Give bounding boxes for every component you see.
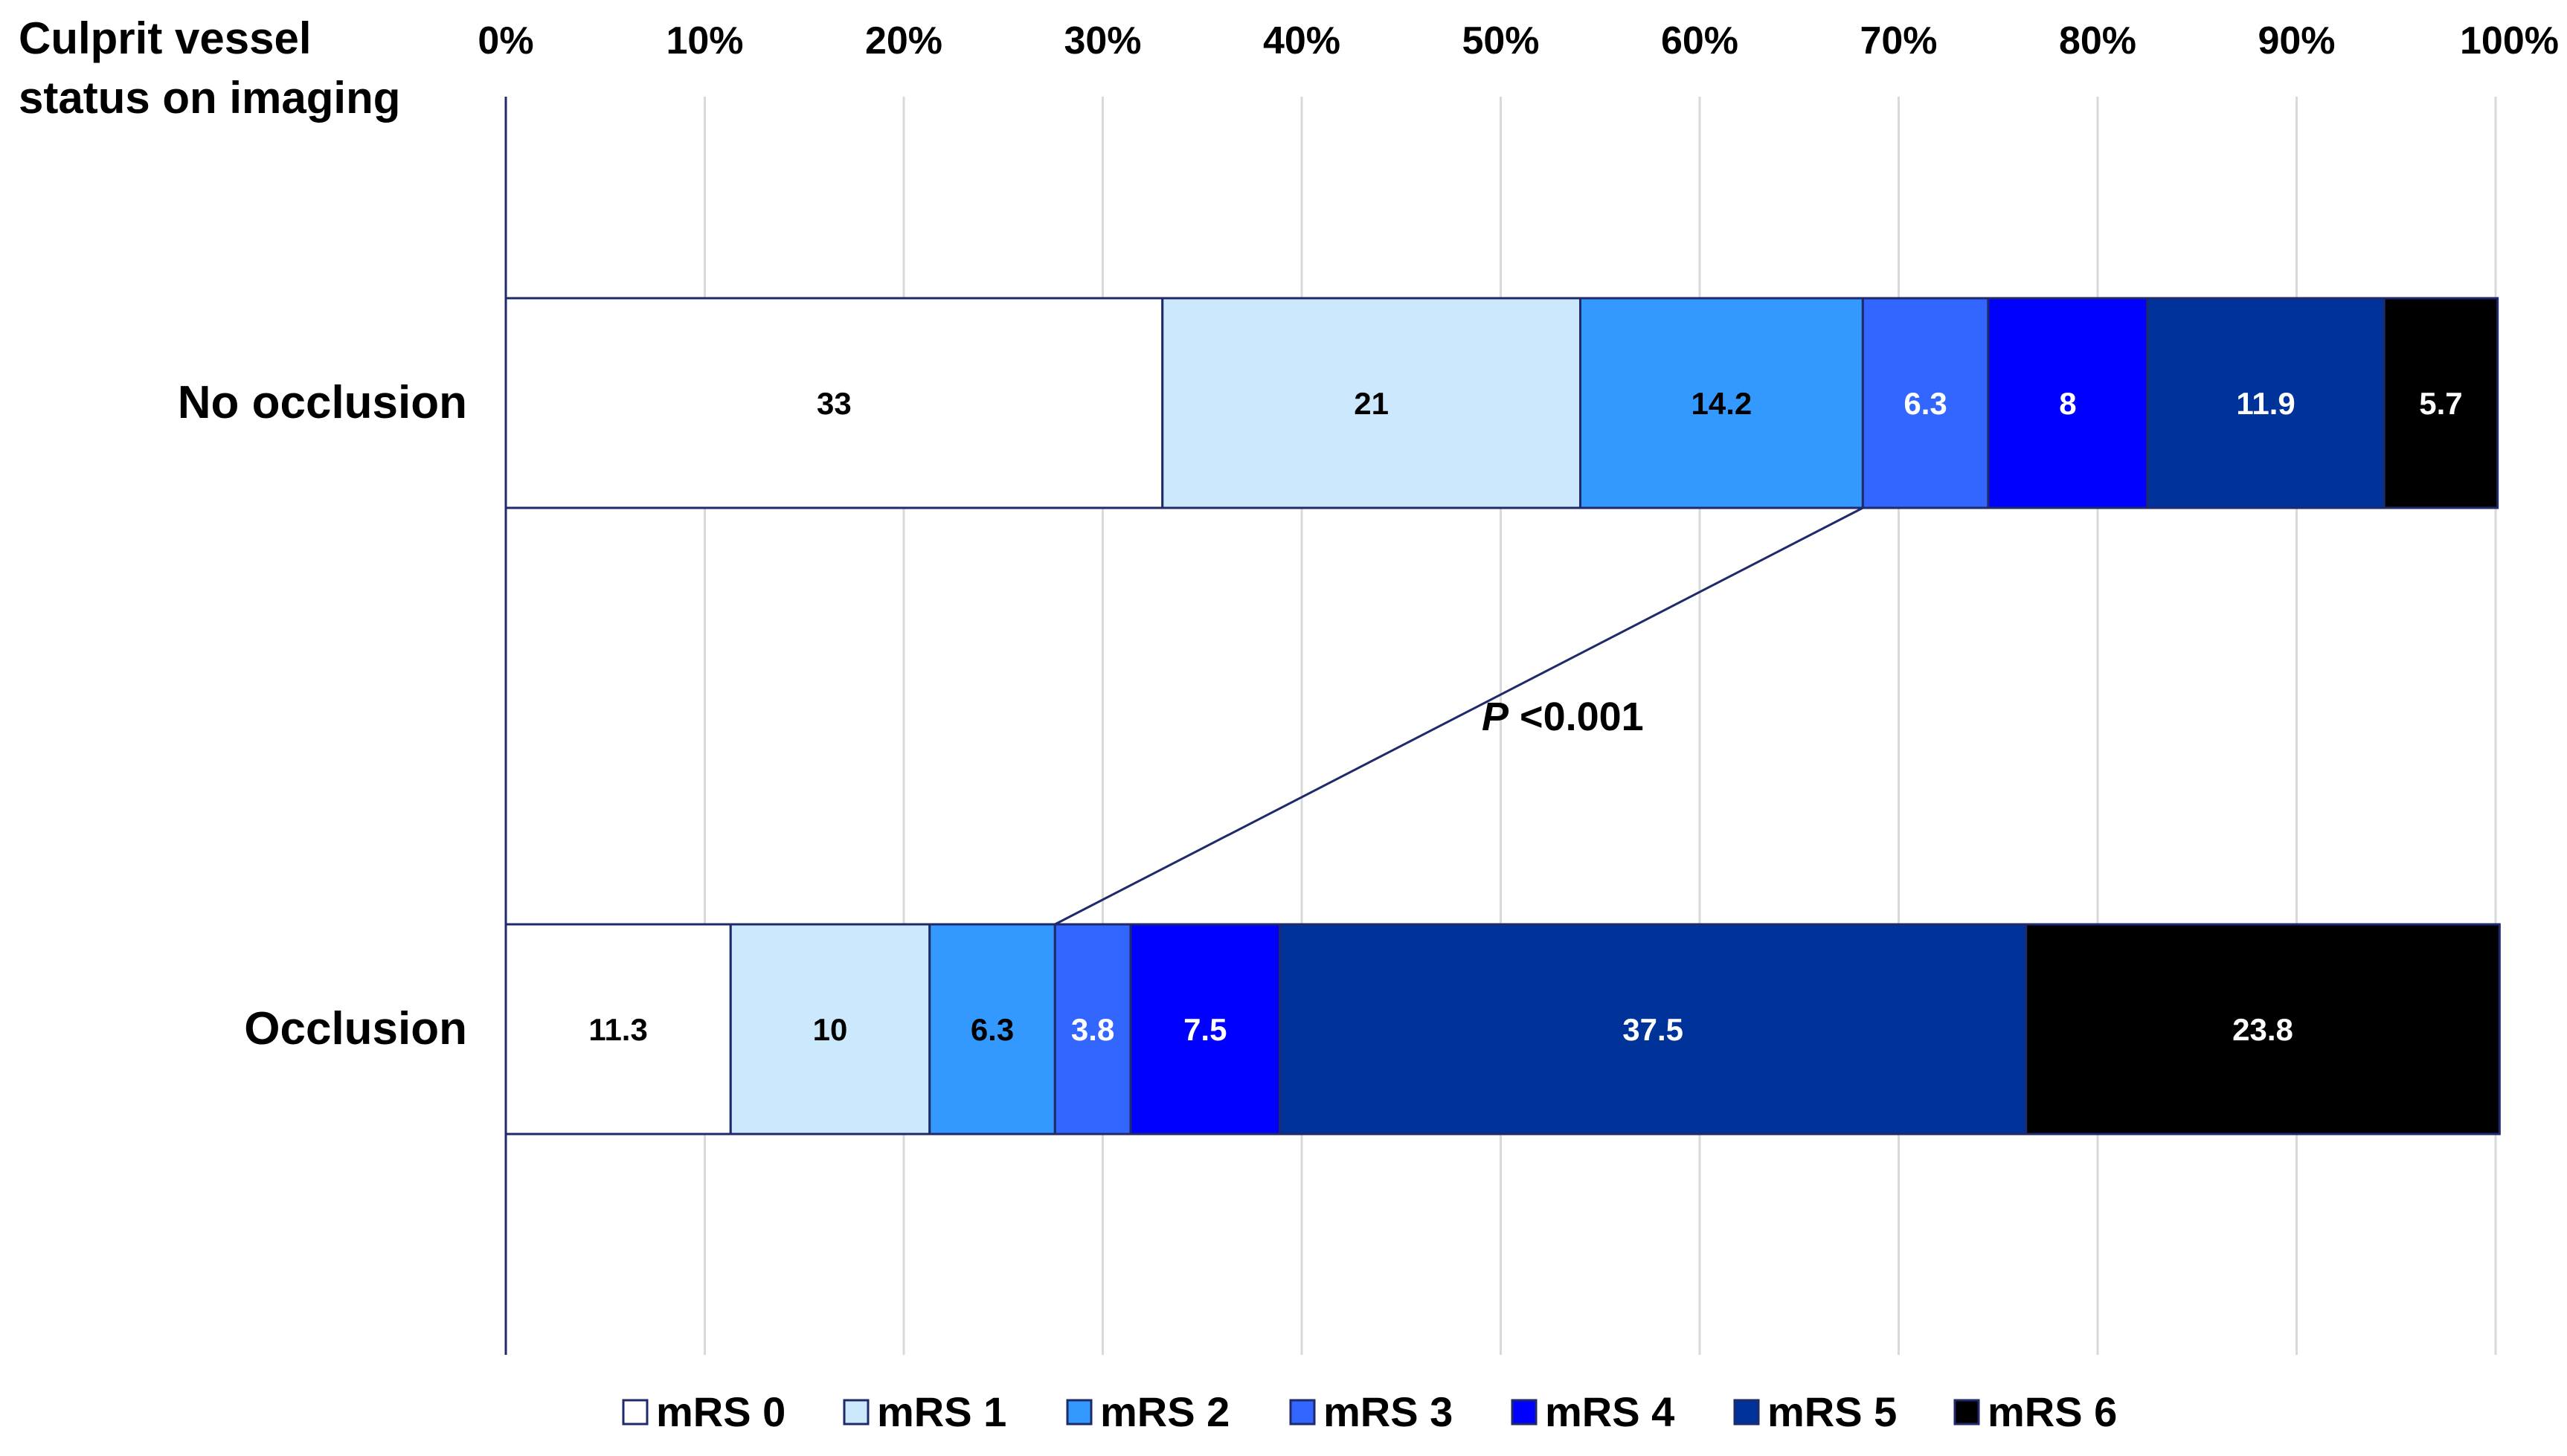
legend-label: mRS 1	[877, 1388, 1006, 1435]
p-value-annotation: P <0.001	[1482, 695, 1644, 739]
data-label: 21	[1354, 386, 1389, 421]
data-label: 6.3	[1903, 386, 1947, 421]
bar-segment	[2025, 923, 2501, 1136]
x-tick-label: 80%	[2059, 19, 2136, 62]
data-label: 5.7	[2419, 386, 2462, 421]
bar-segment	[2383, 297, 2499, 509]
data-label: 11.3	[588, 1012, 647, 1047]
bar-segment	[2146, 297, 2386, 509]
data-label: 6.3	[971, 1012, 1014, 1047]
legend-swatch	[1953, 1399, 1980, 1426]
data-label: 37.5	[1622, 1012, 1683, 1047]
x-tick-label: 90%	[2258, 19, 2335, 62]
bar-segment	[1129, 923, 1282, 1136]
bar-segment	[1987, 297, 2149, 509]
legend-label: mRS 5	[1767, 1388, 1897, 1435]
bar-segment	[928, 923, 1056, 1136]
legend-label: mRS 4	[1545, 1388, 1674, 1435]
y-axis-title-line-2: status on imaging	[19, 73, 400, 123]
x-tick-label: 70%	[1860, 19, 1937, 62]
category-labels: No occlusion Occlusion	[178, 377, 467, 1054]
x-tick-label: 50%	[1462, 19, 1539, 62]
data-label: 10	[813, 1012, 848, 1047]
legend-swatch	[622, 1399, 649, 1426]
bar-segment	[729, 923, 931, 1136]
data-label: 7.5	[1183, 1012, 1227, 1047]
bar-segment	[1053, 923, 1132, 1136]
legend-label: mRS 3	[1323, 1388, 1453, 1435]
data-label: 33	[817, 386, 852, 421]
category-label: Occlusion	[244, 1003, 467, 1054]
legend-swatch	[843, 1399, 870, 1426]
x-tick-label: 0%	[478, 19, 533, 62]
data-label: 14.2	[1691, 386, 1752, 421]
data-label: 23.8	[2232, 1012, 2293, 1047]
legend-swatch	[1733, 1399, 1760, 1426]
data-label: 3.8	[1071, 1012, 1114, 1047]
data-labels: 33 21 14.2 6.3 8 11.9 5.7 11.3 10 6.3 3.8 7.5 37.5 23…	[588, 386, 2462, 1047]
data-label: 11.9	[2236, 386, 2295, 421]
p-value-symbol: P	[1482, 695, 1509, 739]
y-axis-title-line-1: Culprit vessel	[19, 13, 312, 63]
x-tick-label: 60%	[1661, 19, 1738, 62]
bar-segment	[1161, 297, 1581, 509]
legend-label: mRS 0	[656, 1388, 785, 1435]
bar-segments	[504, 297, 2501, 1136]
legend-swatch	[1289, 1399, 1316, 1426]
x-tick-label: 10%	[666, 19, 743, 62]
x-tick-label: 100%	[2460, 19, 2559, 62]
bar-segment	[1579, 297, 1864, 509]
x-tick-label: 40%	[1263, 19, 1340, 62]
legend-swatch	[1511, 1399, 1538, 1426]
category-label: No occlusion	[178, 377, 467, 428]
legend-swatch	[1066, 1399, 1093, 1426]
data-label: 8	[2059, 386, 2076, 421]
significance-connector-line	[1054, 506, 1864, 926]
x-tick-label: 20%	[865, 19, 942, 62]
p-value-text: <0.001	[1509, 695, 1644, 739]
legend-label: mRS 6	[1988, 1388, 2117, 1435]
x-tick-label: 30%	[1064, 19, 1141, 62]
bar-segment	[1279, 923, 2028, 1136]
bar-segment	[504, 297, 1164, 509]
legend-label: mRS 2	[1100, 1388, 1230, 1435]
bar-segment	[1861, 297, 1990, 509]
legend: mRS 0 mRS 1 mRS 2 mRS 3 mRS 4 mRS 5 mRS 6	[622, 1388, 2117, 1435]
x-tick-labels: 0% 10% 20% 30% 40% 50% 60% 70% 80% 90% 100%	[478, 19, 2559, 62]
